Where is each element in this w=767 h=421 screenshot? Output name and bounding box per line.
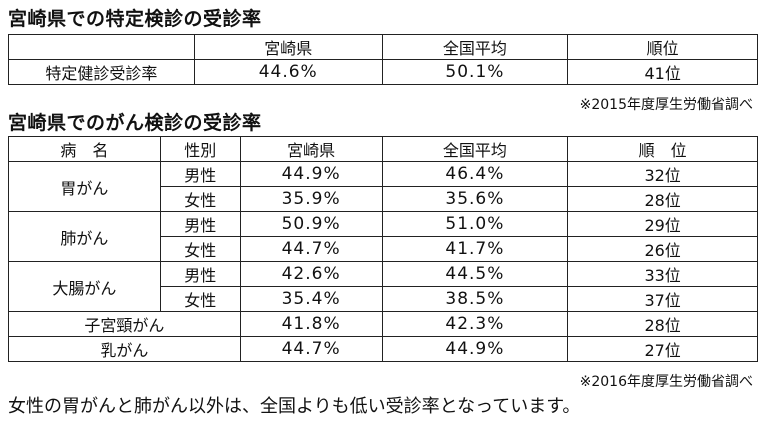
- national-rate: 44.9%: [381, 336, 569, 362]
- sex: 男性: [159, 211, 241, 237]
- specific-checkup-table: 宮崎県 全国平均 順位 特定健診受診率 44.6% 50.1% 41位: [8, 34, 758, 85]
- header-cell: 性別: [159, 136, 241, 162]
- table-row: 乳がん 44.7% 44.9% 27位: [8, 336, 758, 362]
- ruby-kanji: けい頸: [116, 313, 133, 336]
- header-cell: 宮崎県: [239, 136, 383, 162]
- miyazaki-rate: 35.4%: [239, 286, 383, 312]
- table-row: 胃がん 男性 44.9% 46.4% 32位: [8, 161, 758, 212]
- header-cell: 病 名: [8, 136, 161, 162]
- disease-name-part: がん: [132, 316, 165, 335]
- table-row: 女性 35.9% 35.6% 28位: [9, 186, 758, 212]
- national-rate: 44.5%: [381, 261, 569, 287]
- disease-name: 大腸がん: [8, 261, 161, 312]
- rank: 37位: [567, 286, 758, 312]
- national-rate: 41.7%: [381, 236, 569, 262]
- national-rate: 35.6%: [381, 186, 569, 212]
- source-note-2: ※2016年度厚生労働省調べ: [579, 374, 753, 390]
- sex: 女性: [159, 186, 241, 212]
- table-header-row: 宮崎県 全国平均 順位: [8, 34, 758, 60]
- rank: 27位: [567, 336, 758, 362]
- rank: 28位: [567, 186, 758, 212]
- header-cell: 全国平均: [381, 136, 569, 162]
- miyazaki-rate: 44.7%: [239, 236, 383, 262]
- rank: 32位: [567, 161, 758, 187]
- table-row: 女性 35.4% 38.5% 37位: [9, 286, 758, 312]
- sex: 女性: [159, 236, 241, 262]
- disease-name: 肺がん: [8, 211, 161, 262]
- disease-name: 子宮けい頸がん: [8, 311, 241, 337]
- header-cell: 順 位: [567, 136, 758, 162]
- header-cell: 全国平均: [381, 34, 569, 60]
- disease-name: 胃がん: [8, 161, 161, 212]
- table-header-row: 病 名 性別 宮崎県 全国平均 順 位: [8, 136, 758, 162]
- header-cell: 宮崎県: [193, 34, 383, 60]
- rank: 41位: [567, 59, 758, 85]
- national-rate: 46.4%: [381, 161, 569, 187]
- table-row: 肺がん 男性 50.9% 51.0% 29位: [8, 211, 758, 262]
- miyazaki-rate: 44.6%: [193, 59, 383, 85]
- sex: 女性: [159, 286, 241, 312]
- table-row: 特定健診受診率 44.6% 50.1% 41位: [8, 59, 758, 85]
- sex: 男性: [159, 161, 241, 187]
- rank: 33位: [567, 261, 758, 287]
- cancer-screening-table: 病 名 性別 宮崎県 全国平均 順 位 胃がん 男性 44.9% 46.4% 3…: [8, 136, 758, 362]
- miyazaki-rate: 44.7%: [239, 336, 383, 362]
- miyazaki-rate: 41.8%: [239, 311, 383, 337]
- header-cell: 順位: [567, 34, 758, 60]
- header-cell: [8, 34, 195, 60]
- miyazaki-rate: 35.9%: [239, 186, 383, 212]
- section2-title: 宮崎県でのがん検診の受診率: [8, 112, 262, 134]
- table-row: 子宮けい頸がん 41.8% 42.3% 28位: [8, 311, 758, 337]
- section1-title: 宮崎県での特定検診の受診率: [8, 8, 262, 30]
- table-row: 女性 44.7% 41.7% 26位: [9, 236, 758, 262]
- miyazaki-rate: 44.9%: [239, 161, 383, 187]
- rank: 28位: [567, 311, 758, 337]
- disease-name: 乳がん: [8, 336, 241, 362]
- sex: 男性: [159, 261, 241, 287]
- row-label: 特定健診受診率: [8, 59, 195, 85]
- rank: 26位: [567, 236, 758, 262]
- national-rate: 51.0%: [381, 211, 569, 237]
- ruby-base: 頸: [116, 316, 133, 335]
- miyazaki-rate: 42.6%: [239, 261, 383, 287]
- national-rate: 42.3%: [381, 311, 569, 337]
- table-row: 大腸がん 男性 42.6% 44.5% 33位: [8, 261, 758, 312]
- national-rate: 50.1%: [381, 59, 569, 85]
- ruby-reading: けい: [116, 313, 132, 314]
- miyazaki-rate: 50.9%: [239, 211, 383, 237]
- national-rate: 38.5%: [381, 286, 569, 312]
- disease-name-part: 子宮: [84, 316, 117, 335]
- summary-note: 女性の胃がんと肺がん以外は、全国よりも低い受診率となっています。: [8, 396, 581, 417]
- rank: 29位: [567, 211, 758, 237]
- source-note-1: ※2015年度厚生労働省調べ: [579, 97, 753, 113]
